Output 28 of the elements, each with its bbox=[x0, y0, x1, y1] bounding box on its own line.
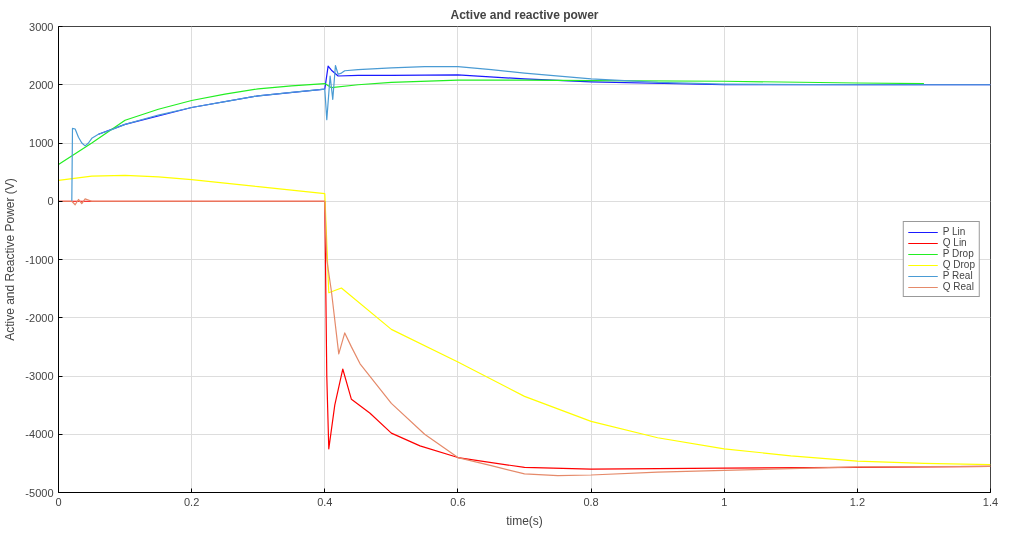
y-axis-title: Active and Reactive Power (V) bbox=[3, 178, 18, 341]
x-axis-title: time(s) bbox=[506, 513, 543, 528]
x-tick-label: 0 bbox=[55, 495, 62, 508]
legend-label: P Drop bbox=[942, 248, 974, 259]
x-tick-label: 0.2 bbox=[184, 495, 200, 508]
x-tick-label: 0.6 bbox=[450, 495, 466, 508]
y-tick-label: 3000 bbox=[29, 20, 54, 33]
legend-label: Q Real bbox=[942, 281, 974, 292]
line-series bbox=[71, 64, 991, 202]
legend-label: Q Lin bbox=[942, 237, 967, 248]
x-tick-label: 1 bbox=[721, 495, 728, 508]
x-tick-label: 0.4 bbox=[317, 495, 333, 508]
legend-label: P Real bbox=[942, 270, 973, 281]
legend-label: P Lin bbox=[942, 226, 966, 237]
y-tick-label: -2000 bbox=[25, 311, 54, 324]
chart-title: Active and reactive power bbox=[450, 7, 599, 22]
legend-label: Q Drop bbox=[942, 259, 975, 270]
y-tick-label: 0 bbox=[47, 195, 54, 208]
x-tick-label: 0.8 bbox=[583, 495, 599, 508]
x-tick-label: 1.4 bbox=[982, 495, 999, 508]
x-tick-label: 1.2 bbox=[849, 495, 866, 508]
line-series bbox=[58, 79, 925, 166]
y-tick-label: 1000 bbox=[29, 137, 54, 149]
y-tick-label: -1000 bbox=[25, 253, 54, 266]
y-tick-label: -5000 bbox=[25, 486, 54, 499]
y-tick-label: 2000 bbox=[29, 78, 54, 91]
y-tick-label: -4000 bbox=[25, 428, 54, 441]
y-tick-label: -3000 bbox=[25, 370, 54, 382]
